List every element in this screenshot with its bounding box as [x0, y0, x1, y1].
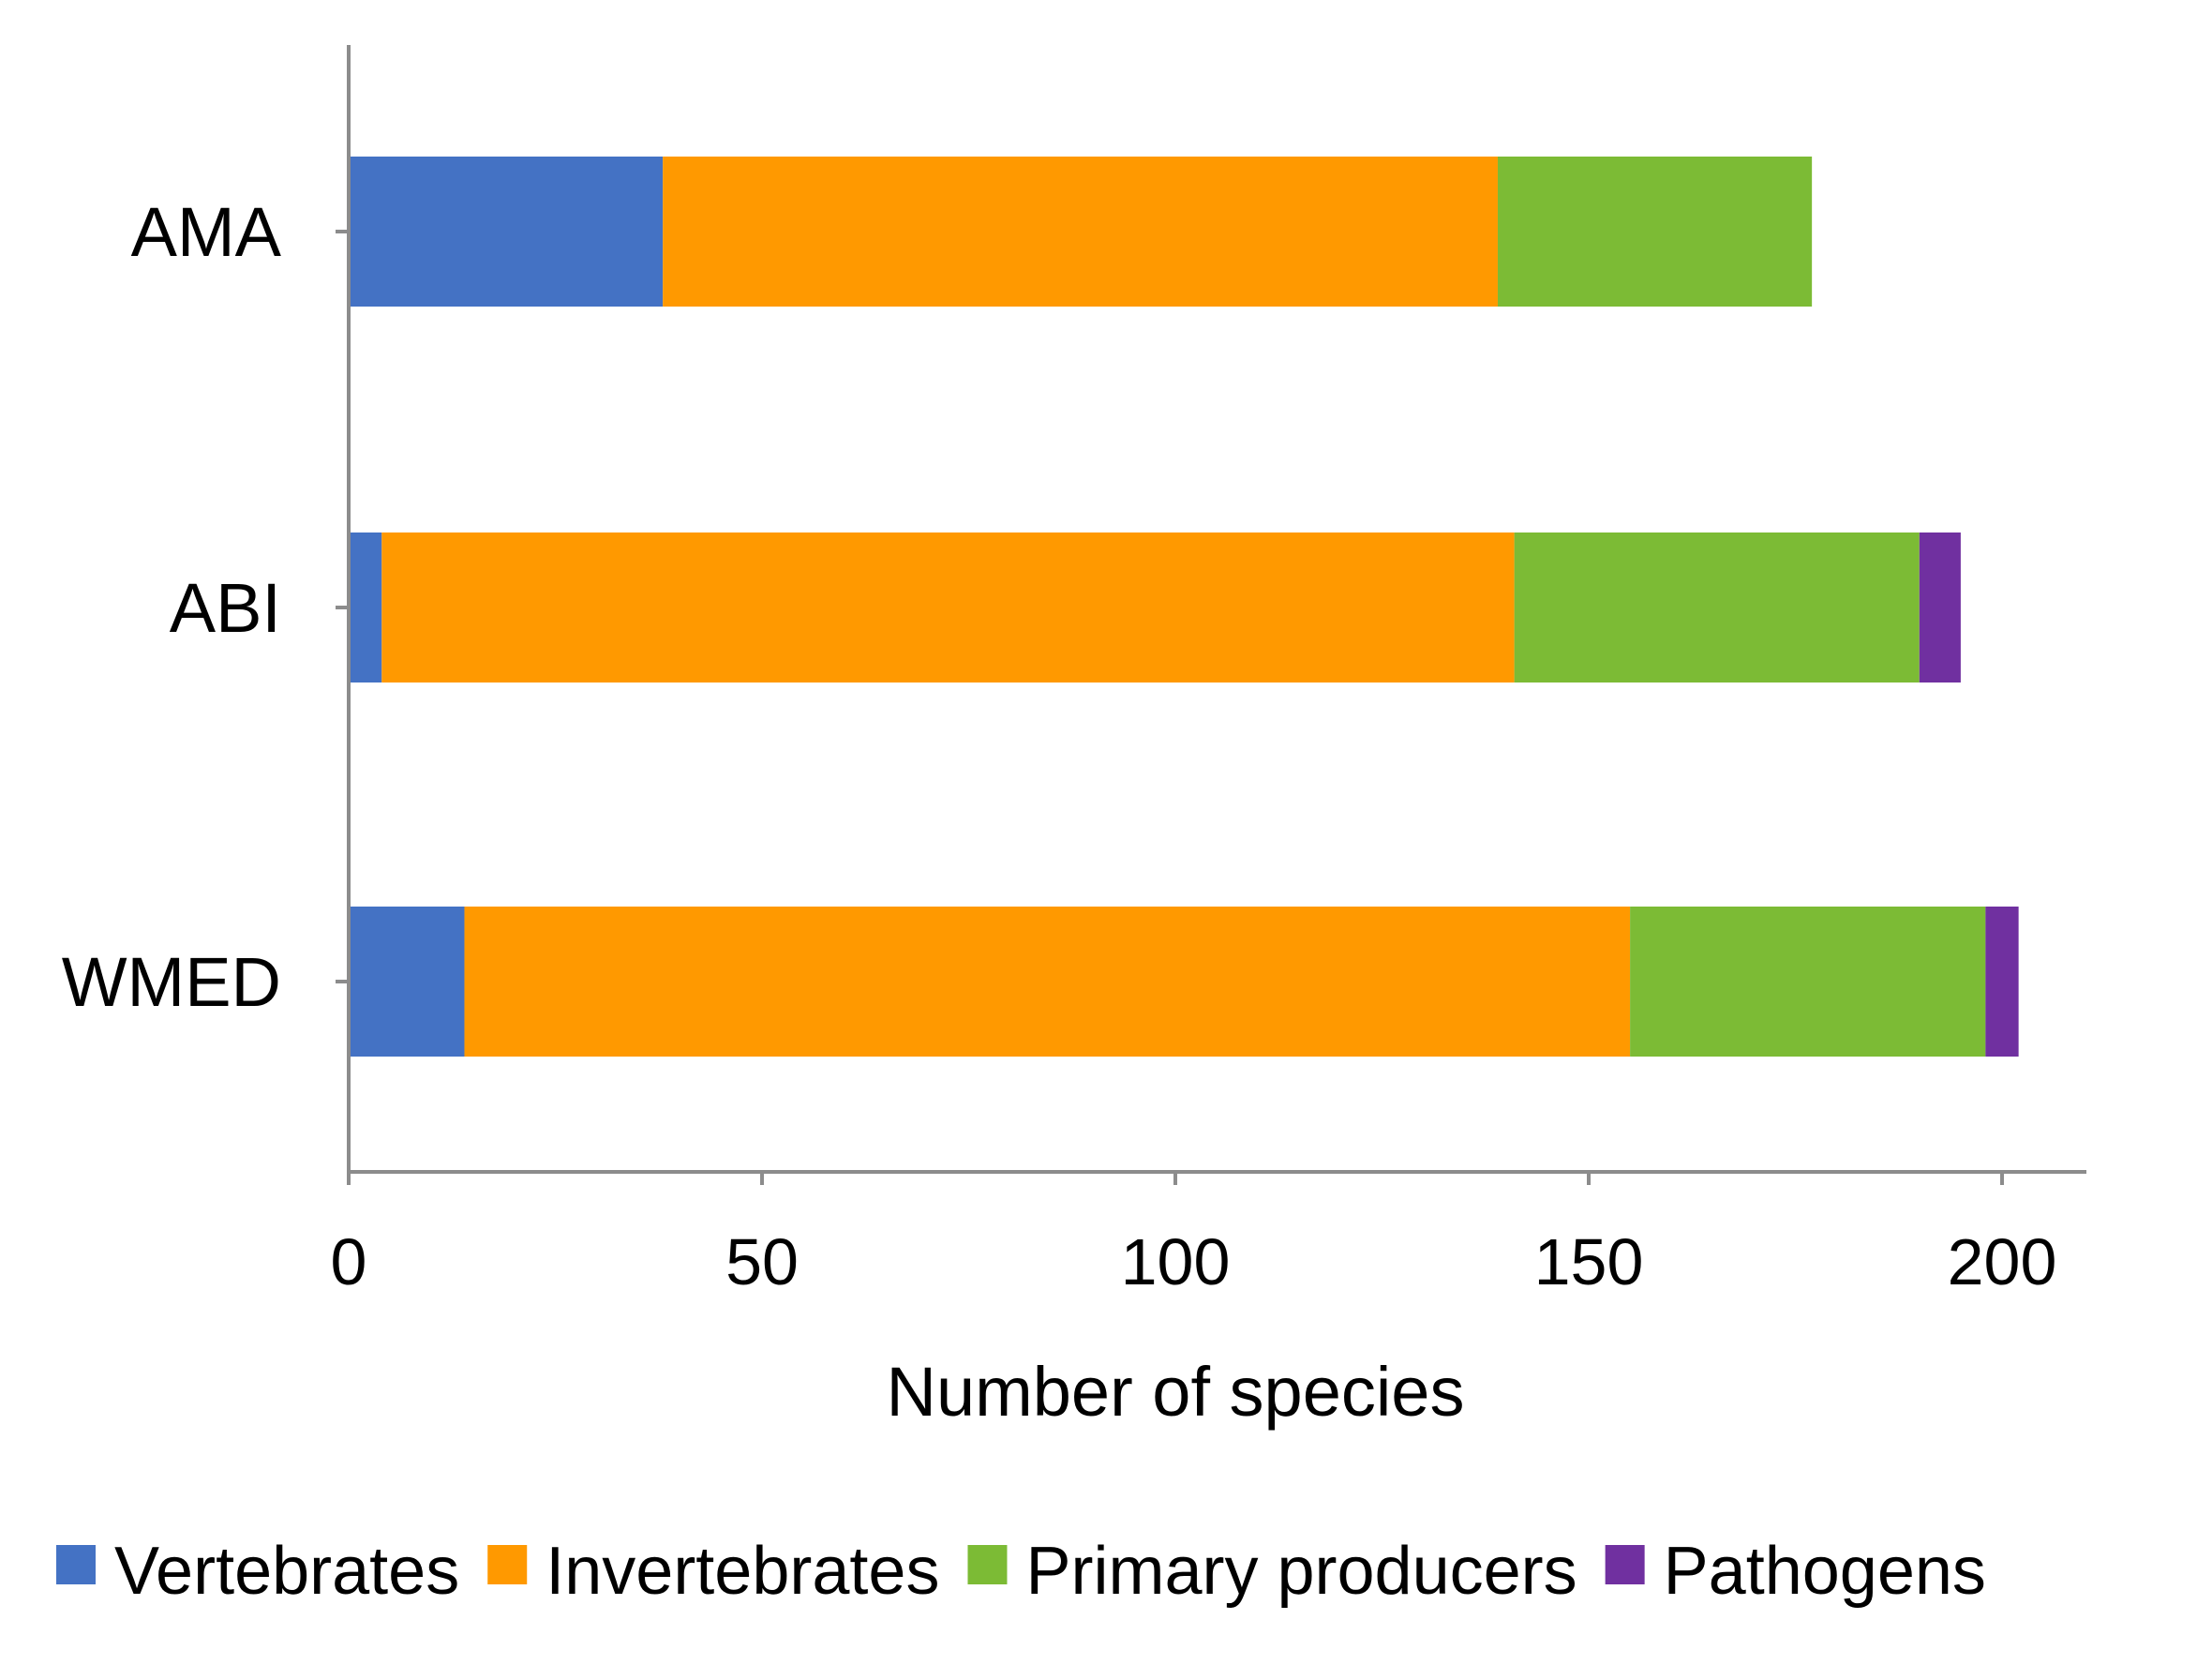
- bar-ama-invertebrates: [663, 157, 1498, 307]
- legend-swatch: [56, 1545, 96, 1584]
- legend-swatch: [967, 1545, 1008, 1584]
- category-label: AMA: [131, 193, 282, 271]
- bar-wmed-invertebrates: [464, 907, 1631, 1057]
- legend-label: Pathogens: [1664, 1534, 1986, 1609]
- bar-abi-primary-producers: [1514, 532, 1920, 682]
- category-labels: AMA ABI WMED: [62, 193, 349, 1021]
- x-tick-label: 50: [725, 1225, 799, 1298]
- bar-ama-vertebrates: [349, 157, 664, 307]
- bar-abi-invertebrates: [381, 532, 1515, 682]
- x-tick-label: 150: [1534, 1225, 1644, 1298]
- legend: Vertebrates Invertebrates Primary producer…: [56, 1534, 1986, 1609]
- legend-label: Primary producers: [1025, 1534, 1577, 1609]
- legend-swatch: [1605, 1545, 1645, 1584]
- x-ticks: 0 50 100 150 200: [331, 1172, 2057, 1298]
- bar-wmed-pathogens: [1985, 907, 2019, 1057]
- bar-abi-vertebrates: [349, 532, 382, 682]
- bar-ama-primary-producers: [1497, 157, 1813, 307]
- category-label: WMED: [62, 943, 281, 1021]
- x-tick-label: 0: [331, 1225, 367, 1298]
- x-tick-label: 200: [1948, 1225, 2057, 1298]
- legend-label: Vertebrates: [114, 1534, 459, 1609]
- bar-abi-pathogens: [1919, 532, 1961, 682]
- bars: [349, 157, 2019, 1057]
- category-label: ABI: [170, 569, 281, 647]
- legend-swatch: [487, 1545, 528, 1584]
- x-tick-label: 100: [1121, 1225, 1231, 1298]
- legend-label: Invertebrates: [546, 1534, 939, 1609]
- x-axis-title: Number of species: [887, 1353, 1465, 1431]
- bar-wmed-vertebrates: [349, 907, 465, 1057]
- bar-wmed-primary-producers: [1630, 907, 1986, 1057]
